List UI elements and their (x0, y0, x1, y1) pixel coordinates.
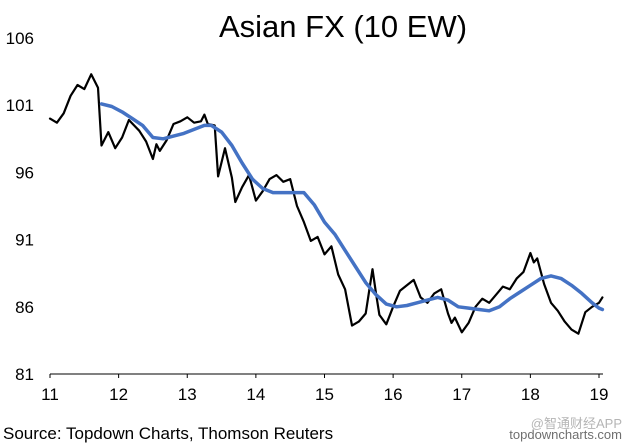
chart-title: Asian FX (10 EW) (219, 9, 467, 44)
x-tick-label: 11 (41, 385, 59, 404)
x-tick-label: 13 (178, 385, 197, 404)
y-tick-label: 101 (6, 96, 34, 115)
x-tick-label: 16 (384, 385, 403, 404)
series-group (48, 73, 605, 335)
x-tick-label: 17 (452, 385, 471, 404)
watermark-overlay: @智通财经APP (531, 416, 622, 431)
watermark: topdowncharts.com (509, 427, 622, 442)
y-tick-label: 106 (6, 29, 34, 48)
series-line-black (48, 73, 604, 335)
source-note: Source: Topdown Charts, Thomson Reuters (3, 424, 333, 443)
y-tick-label: 96 (15, 163, 34, 182)
y-tick-label: 91 (15, 231, 34, 250)
x-tick-label: 14 (246, 385, 265, 404)
y-axis-ticks: 106 101 96 91 86 81 (6, 29, 34, 384)
y-tick-label: 86 (15, 298, 34, 317)
x-tick-label: 19 (590, 385, 609, 404)
series-line-blue (99, 102, 605, 313)
x-axis-ticks: 11 12 13 14 15 16 17 18 19 (41, 374, 608, 404)
y-tick-label: 81 (15, 365, 34, 384)
x-tick-label: 12 (109, 385, 128, 404)
x-tick-label: 18 (521, 385, 540, 404)
x-tick-label: 15 (315, 385, 334, 404)
